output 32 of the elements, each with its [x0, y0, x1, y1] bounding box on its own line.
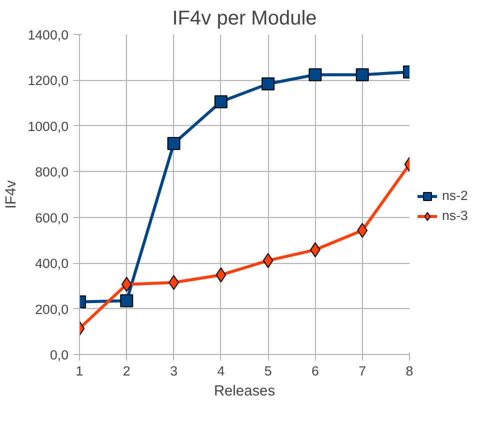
point — [262, 253, 274, 268]
x-tick-label: 2 — [122, 364, 130, 378]
point — [216, 267, 226, 282]
legend-label: ns-2 — [442, 188, 468, 203]
point — [121, 276, 132, 292]
point — [167, 137, 180, 150]
x-tick-label: 6 — [312, 364, 319, 378]
point — [308, 68, 322, 82]
point — [120, 294, 134, 308]
legend-label: ns-3 — [442, 208, 468, 223]
point — [356, 68, 369, 82]
y-axis-title: IF4v — [4, 180, 20, 209]
x-axis-title: Releases — [214, 384, 276, 400]
y-tick-label: 400,0 — [35, 256, 69, 272]
point — [262, 77, 275, 90]
y-tick-label: 1000,0 — [28, 118, 68, 134]
x-tick-label: 7 — [358, 364, 366, 378]
x-tick-label: 5 — [264, 364, 272, 378]
point — [357, 222, 368, 238]
y-tick-label: 200,0 — [35, 302, 69, 317]
x-tick-label: 8 — [406, 364, 414, 378]
y-tick-label: 1400,0 — [28, 28, 68, 42]
y-tick-label: 600,0 — [35, 210, 69, 226]
x-tick-label: 4 — [217, 364, 226, 378]
y-tick-label: 1200,0 — [28, 73, 68, 88]
x-tick-label: 3 — [170, 364, 178, 378]
y-tick-label: 0,0 — [50, 348, 69, 362]
point — [214, 95, 228, 108]
x-tick-label: 1 — [76, 364, 84, 378]
y-tick-label: 800,0 — [35, 164, 69, 180]
chart-title: IF4v per Module — [172, 8, 317, 30]
point — [168, 275, 179, 290]
